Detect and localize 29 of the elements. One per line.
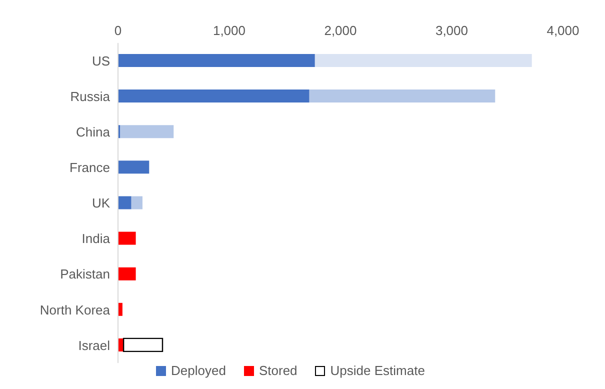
y-tick-label: France (70, 160, 110, 176)
legend-label: Upside Estimate (330, 363, 425, 378)
x-tick-label: 3,000 (435, 23, 468, 38)
bar (122, 338, 164, 352)
y-tick-label: UK (92, 196, 110, 211)
bar (131, 196, 142, 210)
x-tick-label: 0 (114, 23, 122, 38)
bar (118, 90, 310, 103)
bar (118, 54, 315, 67)
legend-label: Deployed (171, 363, 226, 378)
y-tick-label: India (82, 231, 111, 246)
y-tick-label: Pakistan (60, 266, 110, 282)
x-tick-label: 1,000 (212, 23, 246, 38)
x-tick-label: 4,000 (546, 23, 580, 38)
bar (314, 54, 532, 67)
y-tick-label: China (76, 124, 111, 140)
y-tick-label: Israel (78, 338, 110, 353)
bar (118, 302, 122, 316)
bar (120, 125, 174, 138)
y-tick-label: North Korea (40, 302, 111, 318)
bar (309, 90, 496, 103)
y-tick-label: US (92, 53, 110, 68)
legend-label: Stored (258, 363, 298, 378)
bar (118, 267, 136, 280)
y-tick-label: Russia (70, 88, 111, 104)
bar (118, 232, 136, 245)
bar (118, 160, 150, 174)
x-tick-label: 2,000 (324, 23, 357, 38)
bar (118, 196, 132, 210)
